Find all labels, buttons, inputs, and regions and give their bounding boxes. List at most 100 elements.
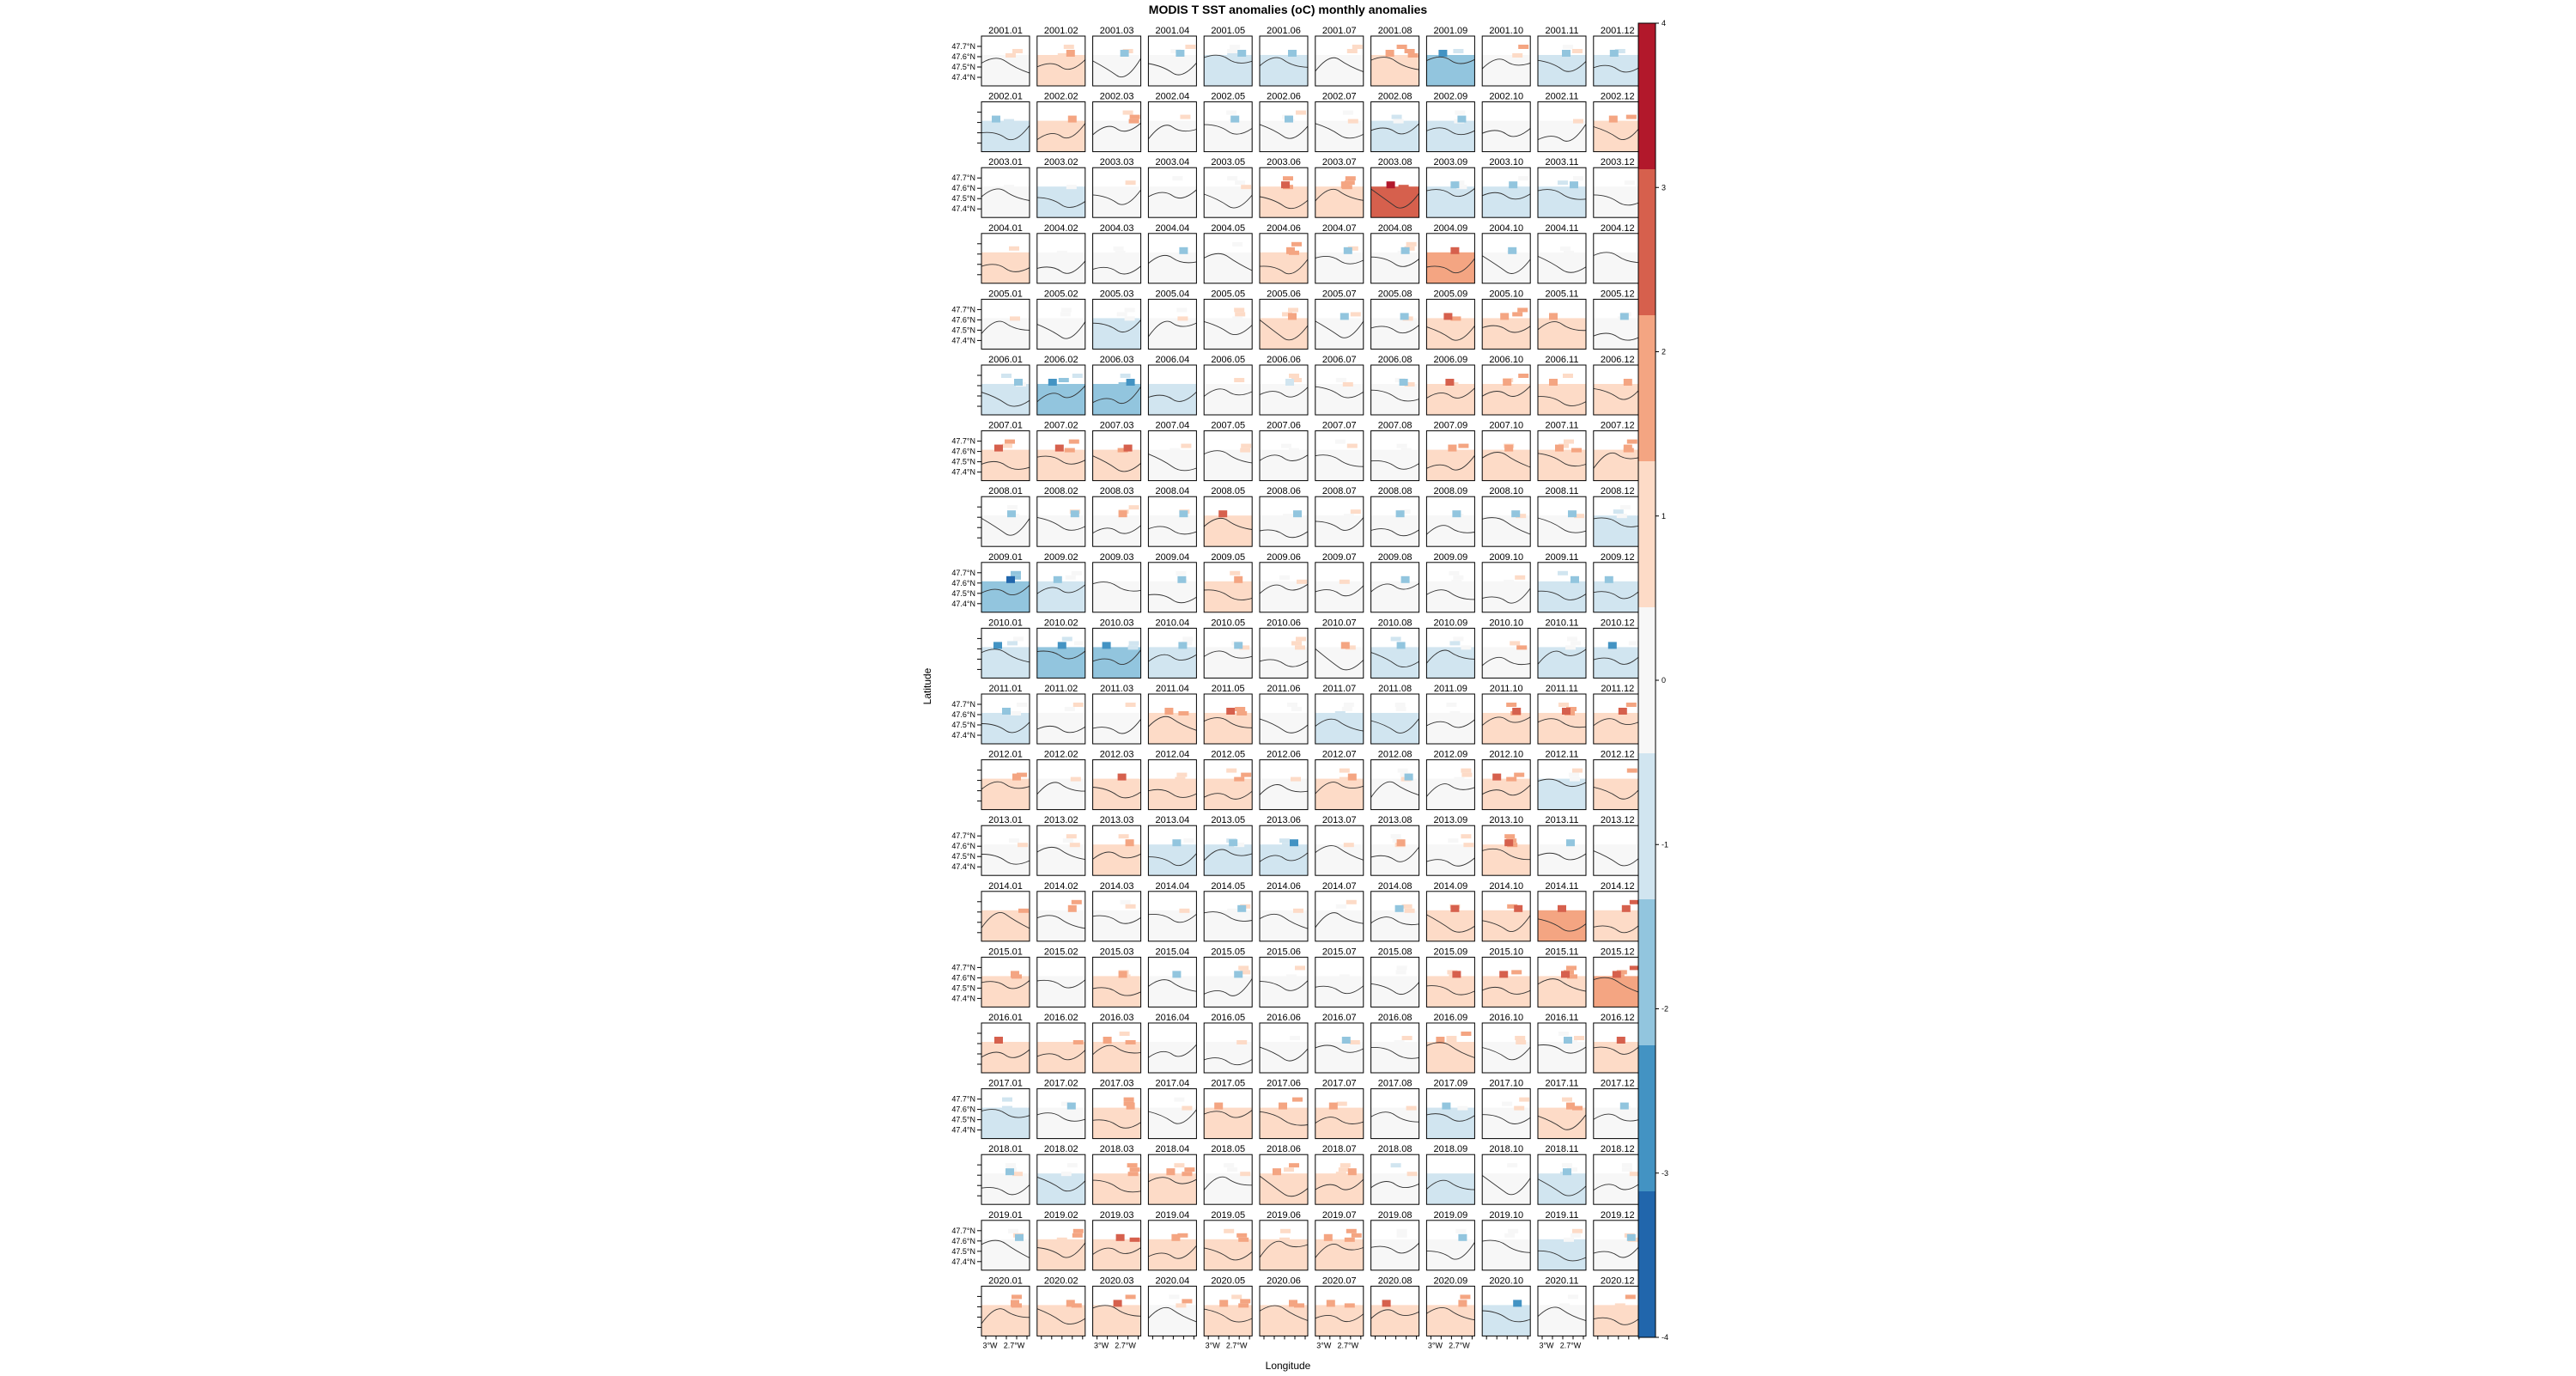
panel-accent-2013.06 <box>1290 839 1298 847</box>
panel-field-2015.02 <box>1036 976 1085 1008</box>
panel-accent-2004.07 <box>1343 247 1352 254</box>
panel-cell-2011.05-1 <box>1235 707 1246 711</box>
panel-field-2013.05 <box>1204 844 1253 876</box>
panel-cell-2013.07-2 <box>1343 843 1354 848</box>
panel-cell-2017.07-1 <box>1336 1101 1347 1106</box>
panel-field-2010.04 <box>1148 647 1197 679</box>
panel-title-2004.01: 2004.01 <box>988 223 1023 234</box>
panel-title-2013.08: 2013.08 <box>1378 815 1413 825</box>
panel-cell-2008.06-2 <box>1283 514 1293 519</box>
panel-cell-2013.02-2 <box>1069 843 1080 848</box>
panel-accent-2001.03 <box>1120 50 1129 57</box>
panel-contour-2017.12 <box>1593 1113 1642 1122</box>
panel-contour-2004.04 <box>1148 254 1197 265</box>
panel-field-2018.10 <box>1482 1173 1531 1205</box>
panel-cell-2010.10-1 <box>1510 641 1521 646</box>
panel-frame-2017.01 <box>981 1088 1030 1140</box>
panel-title-2017.03: 2017.03 <box>1100 1079 1134 1089</box>
panel-title-2006.08: 2006.08 <box>1378 355 1413 365</box>
panel-cell-2018.07-0 <box>1340 1163 1351 1168</box>
panel-title-2009.07: 2009.07 <box>1322 552 1357 563</box>
panel-cell-2014.08-1 <box>1401 904 1413 909</box>
panel-contour-2019.03 <box>1092 1247 1141 1255</box>
panel-title-2008.06: 2008.06 <box>1267 486 1301 496</box>
panel-contour-2012.08 <box>1370 781 1419 798</box>
panel-contour-2008.10 <box>1482 517 1531 535</box>
panel-cell-2001.05-1 <box>1227 49 1238 53</box>
panel-title-2009.05: 2009.05 <box>1211 552 1245 563</box>
panel-cell-2016.11-1 <box>1574 1036 1584 1040</box>
panel-cell-2019.05-0 <box>1224 1228 1235 1233</box>
panel-frame-2006.03 <box>1092 364 1142 416</box>
panel-accent-2015.03 <box>1118 971 1127 978</box>
panel-cell-2002.03-0 <box>1122 110 1133 115</box>
panel-contour-2008.04 <box>1148 526 1197 535</box>
panel-frame-2017.05 <box>1203 1088 1253 1140</box>
panel-accent-2003.08 <box>1386 181 1395 189</box>
panel-cell-2012.12-0 <box>1626 768 1637 773</box>
panel-contour-2015.12 <box>1593 977 1642 994</box>
panel-frame-2003.01 <box>981 167 1030 218</box>
panel-field-2015.01 <box>981 976 1030 1008</box>
panel-contour-2020.11 <box>1537 1306 1587 1322</box>
panel-title-2011.11: 2011.11 <box>1546 684 1578 694</box>
panel-frame-2009.07 <box>1315 562 1364 613</box>
panel-field-2007.02 <box>1036 449 1085 481</box>
panel-accent-2002.12 <box>1608 115 1618 123</box>
panel-title-2001.08: 2001.08 <box>1378 26 1413 36</box>
panel-frame-2001.05 <box>1203 35 1253 87</box>
panel-frame-2013.06 <box>1259 825 1309 876</box>
panel-contour-2009.09 <box>1426 589 1475 600</box>
panel-contour-2014.03 <box>1092 915 1141 924</box>
panel-title-2012.09: 2012.09 <box>1434 750 1468 760</box>
panel-field-2006.11 <box>1538 384 1586 415</box>
panel-title-2019.06: 2019.06 <box>1267 1210 1301 1221</box>
panel-title-2014.10: 2014.10 <box>1489 881 1523 892</box>
panel-cell-2018.12-2 <box>1629 1172 1640 1177</box>
panel-contour-2016.02 <box>1036 1050 1086 1061</box>
panel-contour-2004.08 <box>1370 256 1419 267</box>
panel-field-2010.10 <box>1482 647 1531 679</box>
panel-title-2011.04: 2011.04 <box>1156 684 1189 694</box>
panel-frame-2020.05 <box>1203 1285 1253 1336</box>
panel-contour-2019.04 <box>1148 1245 1197 1259</box>
panel-field-2011.11 <box>1538 713 1586 744</box>
panel-frame-2014.08 <box>1370 891 1420 942</box>
panel-contour-2019.12 <box>1593 1243 1643 1258</box>
panel-cell-2019.11-1 <box>1571 1233 1581 1238</box>
panel-frame-2007.10 <box>1481 430 1531 482</box>
panel-cell-2012.04-1 <box>1176 772 1188 777</box>
panel-title-2016.09: 2016.09 <box>1434 1013 1468 1023</box>
panel-contour-2015.10 <box>1482 986 1531 995</box>
panel-cell-2013.02-1 <box>1062 838 1073 843</box>
panel-field-2019.06 <box>1260 1239 1308 1270</box>
panel-frame-2020.02 <box>1036 1285 1086 1336</box>
panel-field-2014.11 <box>1538 910 1586 941</box>
panel-title-2005.12: 2005.12 <box>1601 289 1635 299</box>
panel-frame-2015.02 <box>1036 956 1086 1008</box>
panel-title-2013.10: 2013.10 <box>1489 815 1523 825</box>
panel-title-2006.07: 2006.07 <box>1322 355 1357 365</box>
panel-field-2014.01 <box>981 910 1030 941</box>
panel-cell-2005.05-2 <box>1232 316 1243 321</box>
panel-frame-2004.07 <box>1315 233 1364 284</box>
panel-cell-2010.09-1 <box>1449 641 1461 646</box>
panel-field-2019.12 <box>1593 1239 1642 1270</box>
panel-field-2018.05 <box>1204 1173 1253 1205</box>
panel-contour-2015.11 <box>1537 978 1587 992</box>
panel-contour-2006.08 <box>1370 389 1419 402</box>
panel-frame-2003.10 <box>1481 167 1531 218</box>
panel-contour-2003.04 <box>1148 189 1197 199</box>
panel-cell-2001.11-1 <box>1572 49 1583 53</box>
panel-cell-2018.04-2 <box>1182 1172 1193 1177</box>
panel-frame-2008.03 <box>1092 496 1142 547</box>
panel-contour-2010.06 <box>1259 659 1309 667</box>
panel-field-2005.09 <box>1426 318 1475 350</box>
panel-title-2014.01: 2014.01 <box>988 881 1023 892</box>
panel-field-2019.02 <box>1036 1239 1085 1270</box>
panel-title-2020.08: 2020.08 <box>1378 1276 1413 1286</box>
y-tick-label-8-1: 47.6°N <box>951 579 975 588</box>
panel-cell-2018.03-2 <box>1127 1172 1139 1177</box>
panel-field-2011.02 <box>1036 713 1085 744</box>
panel-frame-2002.09 <box>1425 101 1475 153</box>
